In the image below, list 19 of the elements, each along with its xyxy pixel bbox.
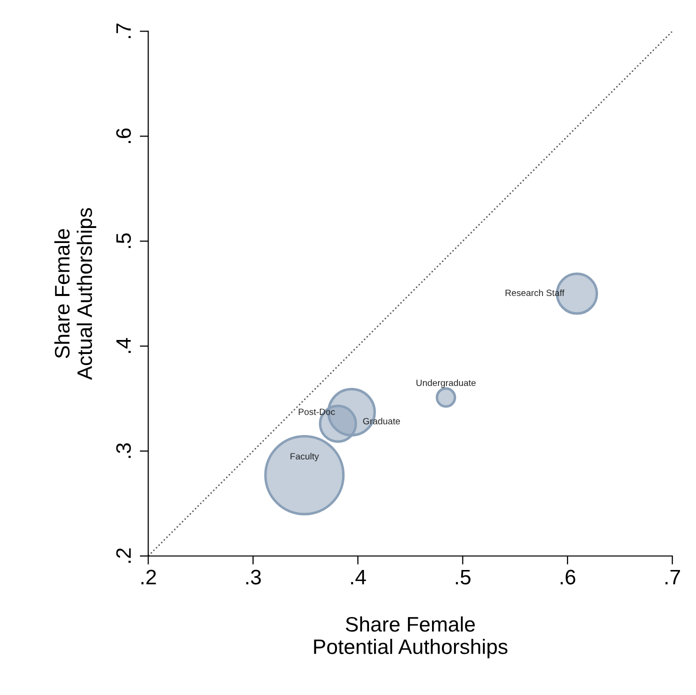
x-tick-label: .5 bbox=[456, 570, 471, 584]
x-axis-title: Share Female Potential Authorships bbox=[314, 616, 508, 658]
x-tick-label: .2 bbox=[141, 570, 156, 584]
series-label: Research Staff bbox=[506, 289, 564, 296]
y-tick-label: .5 bbox=[116, 233, 131, 248]
y-tick-label: .6 bbox=[116, 128, 131, 144]
y-tick-label: .4 bbox=[116, 338, 131, 353]
y-axis-title: Share Female Actual Authorships bbox=[54, 208, 96, 380]
x-tick-label: .7 bbox=[666, 570, 680, 584]
series-label: Faculty bbox=[290, 452, 319, 462]
y-tick-label: .2 bbox=[116, 548, 131, 563]
x-tick-label: .6 bbox=[560, 570, 576, 584]
y-tick-label: .7 bbox=[116, 24, 131, 38]
x-tick-label: .3 bbox=[246, 570, 261, 584]
y-tick-label: .3 bbox=[116, 443, 131, 458]
series-label: Post-Doc bbox=[298, 408, 335, 416]
series-label: Graduate bbox=[363, 418, 400, 424]
series-label: Undergraduate bbox=[416, 379, 476, 388]
x-tick-label: .4 bbox=[351, 570, 366, 584]
